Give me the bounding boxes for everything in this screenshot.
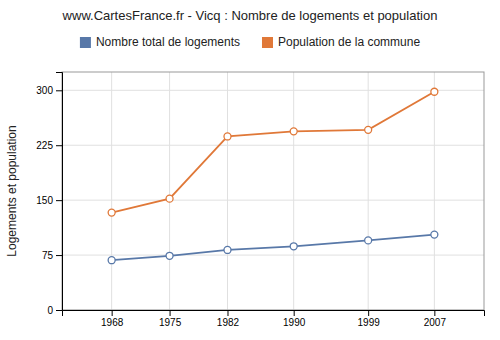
series-point — [224, 246, 231, 253]
series-point — [431, 88, 438, 95]
x-tick: 1982 — [217, 310, 240, 328]
x-tick-label: 1982 — [217, 317, 240, 328]
x-tick-label: 1990 — [283, 317, 306, 328]
x-tick-label: 1975 — [159, 317, 182, 328]
grid-line-x — [169, 72, 170, 310]
y-tick-mark — [56, 145, 62, 146]
y-tick-label: 75 — [42, 250, 54, 261]
grid — [62, 72, 484, 310]
series-line — [112, 92, 435, 213]
y-axis: 0 75 150 225 300 — [36, 73, 62, 316]
legend-item: Nombre total de logements — [80, 35, 240, 49]
series-point — [108, 257, 115, 264]
series-point — [166, 252, 173, 259]
y-tick-mark — [56, 310, 62, 311]
x-tick: 2007 — [424, 310, 447, 328]
grid-line-x — [111, 72, 112, 310]
y-tick-label: 0 — [47, 305, 53, 316]
y-axis-line — [56, 73, 63, 311]
plot-frame — [62, 72, 484, 310]
series-point — [108, 209, 115, 216]
series-group — [108, 88, 438, 263]
series-point — [166, 195, 173, 202]
x-tick-mark — [368, 310, 369, 316]
grid-line-y — [62, 200, 484, 201]
x-tick: 1975 — [159, 310, 182, 328]
x-tick-mark — [170, 310, 171, 316]
legend-label: Population de la commune — [278, 35, 420, 49]
grid-line-y — [62, 90, 484, 91]
grid-line-y — [62, 255, 484, 256]
series-point — [290, 128, 297, 135]
chart-svg: www.CartesFrance.fr - Vicq : Nombre de l… — [0, 0, 500, 340]
series-point — [431, 231, 438, 238]
grid-line-x — [227, 72, 228, 310]
legend-swatch — [262, 37, 273, 48]
series-point — [365, 237, 372, 244]
x-tick: 1999 — [358, 310, 381, 328]
y-tick-mark — [56, 200, 62, 201]
x-tick-mark — [227, 310, 228, 316]
chart-title: www.CartesFrance.fr - Vicq : Nombre de l… — [62, 8, 438, 23]
legend-item: Population de la commune — [262, 35, 420, 49]
x-tick-label: 1999 — [358, 317, 381, 328]
y-tick: 150 — [36, 195, 62, 206]
x-tick: 1968 — [101, 310, 124, 328]
x-axis-line — [63, 311, 485, 317]
y-tick-label: 300 — [36, 85, 53, 96]
x-tick-label: 1968 — [101, 317, 124, 328]
legend: Nombre total de logements Population de l… — [80, 35, 420, 49]
x-tick-mark — [294, 310, 295, 316]
y-tick: 300 — [36, 85, 62, 96]
x-tick-mark — [112, 310, 113, 316]
x-tick-label: 2007 — [424, 317, 447, 328]
legend-label: Nombre total de logements — [96, 35, 240, 49]
series-point — [290, 243, 297, 250]
series-point — [365, 126, 372, 133]
series-line — [112, 235, 435, 261]
grid-line-x — [293, 72, 294, 310]
y-tick: 75 — [42, 250, 62, 261]
y-axis-title: Logements et population — [5, 125, 19, 256]
y-tick-mark — [56, 90, 62, 91]
y-tick-mark — [56, 255, 62, 256]
grid-line-x — [368, 72, 369, 310]
grid-line-y — [62, 145, 484, 146]
y-tick-label: 225 — [36, 140, 53, 151]
grid-line-x — [434, 72, 435, 310]
y-tick: 0 — [47, 305, 62, 316]
series-point — [224, 133, 231, 140]
plot-area: 1968 1975 1982 1990 1999 2007 0 75 150 225 300 — [36, 72, 484, 328]
legend-swatch — [80, 37, 91, 48]
y-tick-label: 150 — [36, 195, 53, 206]
x-axis: 1968 1975 1982 1990 1999 2007 — [63, 310, 485, 328]
x-tick-mark — [434, 310, 435, 316]
x-tick: 1990 — [283, 310, 306, 328]
y-tick: 225 — [36, 140, 62, 151]
